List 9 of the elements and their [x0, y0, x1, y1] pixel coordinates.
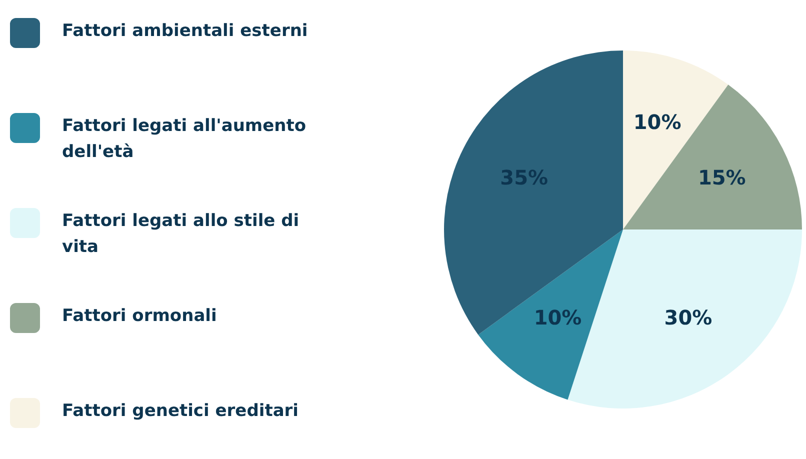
legend-label: Fattori ambientali esterni [62, 20, 309, 43]
data-label: 10% [633, 110, 682, 134]
data-label: 15% [698, 165, 746, 190]
legend-label: Fattori ormonali [62, 305, 218, 328]
legend-label: Fattori legati allo stile di vita [62, 210, 300, 259]
data-label: 30% [664, 305, 712, 330]
data-label: 10% [534, 305, 582, 330]
legend-label: Fattori genetici ereditari [62, 400, 300, 423]
legend-label: Fattori legati all'aumento dell'età [62, 115, 308, 164]
